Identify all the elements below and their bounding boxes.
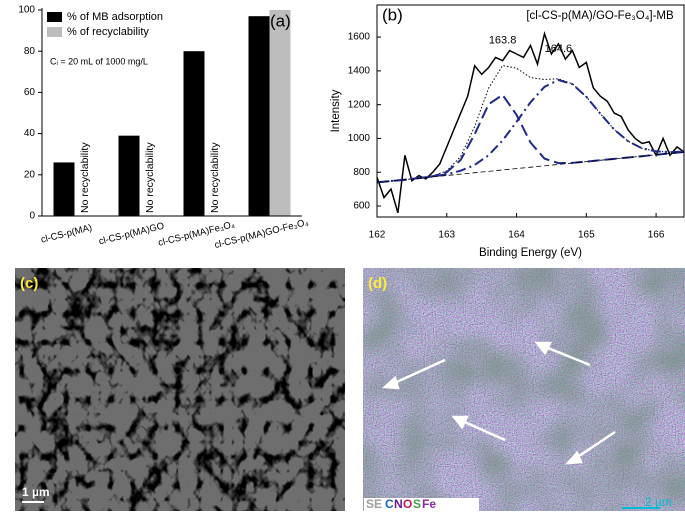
panel-label: (d) <box>368 275 387 292</box>
bar <box>53 162 75 216</box>
bar <box>183 51 205 217</box>
plot-frame <box>376 4 685 218</box>
x-tick-label: 163 <box>438 230 455 241</box>
value-label: No recyclability <box>209 142 221 213</box>
line <box>376 93 685 184</box>
y-axis-label: Intensity <box>330 89 342 132</box>
y-tick-label: 800 <box>353 167 370 178</box>
bar <box>269 10 291 216</box>
chart-title: [cl-CS-p(MA)/GO-Fe₃O₄]-MB <box>526 10 674 22</box>
arrowhead <box>564 450 583 465</box>
legend-box <box>364 498 479 511</box>
arrows <box>381 341 616 465</box>
x-tick-label: 166 <box>648 230 665 241</box>
panel-c: (c) 1 µm <box>15 268 345 511</box>
y-tick-label: 100 <box>18 5 35 16</box>
line <box>376 78 685 184</box>
element-label: SE <box>366 497 382 511</box>
annotation: 164.6 <box>545 43 573 55</box>
line <box>376 30 685 214</box>
x-tick-label: 162 <box>369 230 386 241</box>
y-tick-label: 60 <box>24 87 36 98</box>
bar <box>248 16 270 217</box>
arrow <box>572 430 616 462</box>
y-tick-label: 80 <box>24 46 36 57</box>
element-label: C <box>385 497 394 511</box>
x-tick-label: cl-CS-p(MA)GO <box>98 221 166 248</box>
y-tick-label: 1600 <box>348 32 371 43</box>
y-tick-label: 1000 <box>348 133 371 144</box>
element-label: O <box>403 497 412 511</box>
x-tick-label: 164 <box>508 230 525 241</box>
legend-label: % of MB adsorption <box>67 11 163 23</box>
bar <box>118 135 140 216</box>
sem-image <box>15 268 345 511</box>
value-label: No recyclability <box>144 142 156 213</box>
panel-b: 162 163 164 165 166 600 800 1000 1200 1400 1600 163… <box>330 4 685 259</box>
x-tick-label: cl-CS-p(MA) <box>40 222 93 245</box>
y-tick-label: 40 <box>24 128 36 139</box>
panel-a: 0 20 40 60 80 100 No recyclability No recyclabi… <box>18 5 309 251</box>
line <box>376 64 685 183</box>
arrow <box>389 358 446 387</box>
value-label: No recyclability <box>79 142 91 213</box>
legend-label: % of recyclability <box>67 26 149 38</box>
note: Cᵢ = 20 mL of 1000 mg/L <box>50 56 148 66</box>
arrow <box>459 418 506 442</box>
y-tick-label: 0 <box>29 211 35 222</box>
panel-d: (d) SE C N O S Fe 2 µm <box>363 268 685 511</box>
panel-label: (a) <box>270 11 291 30</box>
line <box>376 151 685 183</box>
arrowhead <box>381 375 400 390</box>
y-tick-label: 600 <box>353 201 370 212</box>
panel-label: (b) <box>382 5 403 24</box>
arrowhead <box>534 341 553 356</box>
x-axis-label: Binding Energy (eV) <box>479 247 582 259</box>
scale-bar-label: 1 µm <box>22 485 50 499</box>
eds-map <box>363 268 685 511</box>
scale-bar-label: 2 µm <box>645 495 672 509</box>
legend-swatch <box>47 12 62 22</box>
annotation: 163.8 <box>489 34 517 46</box>
y-tick-label: 1200 <box>348 99 371 110</box>
arrowhead <box>451 415 470 430</box>
y-tick-label: 20 <box>24 169 36 180</box>
element-label: N <box>394 497 403 511</box>
element-label: Fe <box>422 497 436 511</box>
y-tick-label: 1400 <box>348 66 371 77</box>
legend-swatch <box>47 27 62 37</box>
element-label: S <box>413 497 421 511</box>
panel-label: (c) <box>20 275 38 292</box>
arrow <box>542 344 591 367</box>
x-tick-label: 165 <box>578 230 595 241</box>
